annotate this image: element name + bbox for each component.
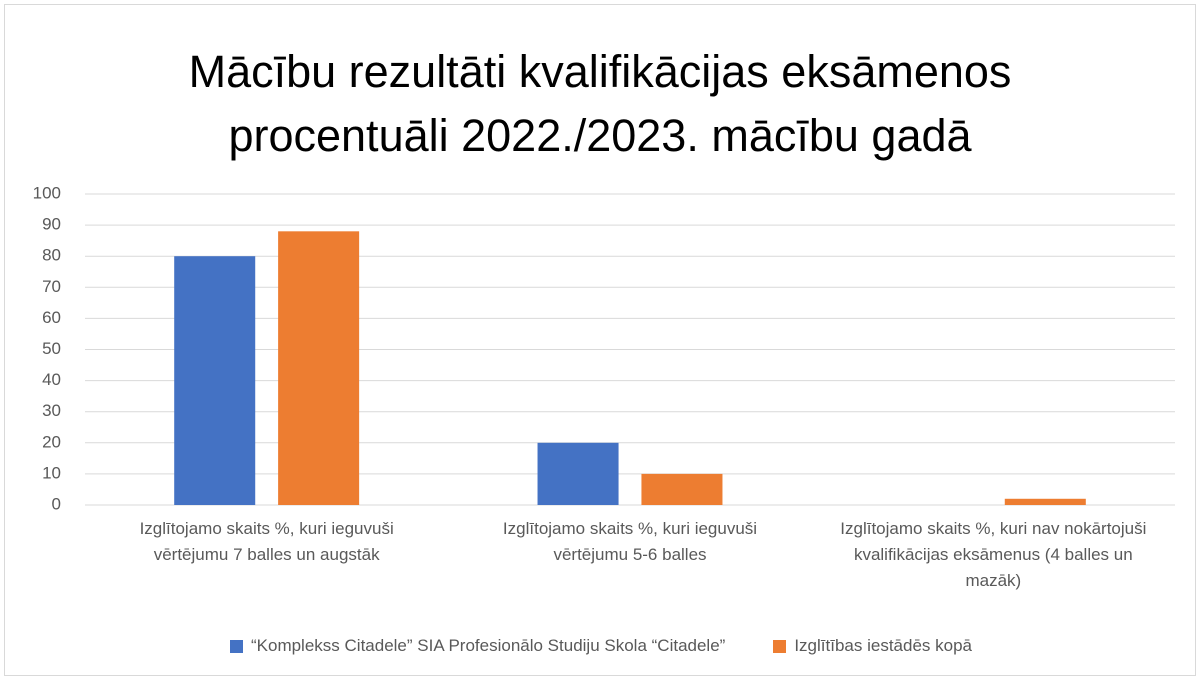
y-tick-label: 100	[33, 183, 61, 202]
legend-swatch	[229, 639, 243, 653]
legend-item: “Komplekss Citadele” SIA Profesionālo St…	[229, 636, 726, 656]
x-tick-label: Izglītojamo skaits %, kuri ieguvuši vērt…	[139, 519, 394, 564]
y-tick-label: 90	[42, 215, 61, 234]
x-tick-label: Izglītojamo skaits %, kuri nav nokārtoju…	[840, 519, 1147, 590]
chart-title: Mācību rezultāti kvalifikācijas eksāmeno…	[188, 46, 1012, 161]
bar	[174, 256, 256, 505]
y-tick-label: 40	[42, 370, 61, 389]
y-tick-label: 10	[42, 463, 61, 482]
bar	[1004, 498, 1086, 505]
y-tick-label: 20	[42, 432, 61, 451]
y-tick-label: 80	[42, 246, 61, 265]
y-tick-label: 30	[42, 401, 61, 420]
legend-swatch	[773, 639, 787, 653]
legend-item: Izglītības iestādēs kopā	[773, 636, 972, 656]
legend-label: Izglītības iestādēs kopā	[794, 636, 972, 655]
bar	[537, 442, 619, 505]
chart-border	[4, 4, 1196, 676]
x-tick-label: Izglītojamo skaits %, kuri ieguvuši vērt…	[502, 519, 758, 564]
y-tick-label: 60	[42, 308, 61, 327]
legend: “Komplekss Citadele” SIA Profesionālo St…	[0, 636, 1202, 656]
bar	[641, 473, 723, 505]
bar	[278, 231, 360, 505]
y-tick-label: 70	[42, 277, 61, 296]
y-tick-label: 50	[42, 339, 61, 358]
y-tick-label: 0	[52, 494, 61, 513]
legend-label: “Komplekss Citadele” SIA Profesionālo St…	[250, 636, 726, 655]
